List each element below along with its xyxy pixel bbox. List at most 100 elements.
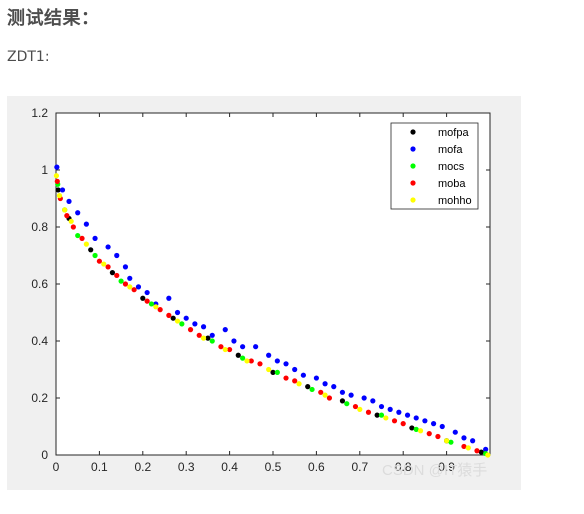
point-mocs (309, 386, 315, 393)
point-moba (70, 224, 76, 230)
point-mofa (222, 327, 228, 333)
data-points (53, 164, 491, 458)
point-mohho (53, 173, 60, 179)
x-tick-label: 0.6 (308, 460, 325, 474)
point-mofpa (478, 449, 484, 455)
point-mofa (339, 389, 346, 395)
point-mohho (465, 445, 471, 451)
legend-marker-moba (410, 180, 416, 186)
point-mofa (231, 338, 237, 344)
point-mofa (122, 264, 129, 270)
point-moba (122, 281, 129, 287)
point-mofpa (88, 247, 94, 253)
point-mofpa (305, 384, 311, 390)
page-heading: 测试结果： (7, 8, 100, 29)
point-mofa (404, 412, 411, 418)
point-moba (474, 448, 480, 454)
point-mofa (209, 332, 215, 338)
x-tick-label: 0.1 (91, 460, 108, 474)
point-mofa (253, 344, 259, 350)
point-mofa (470, 438, 476, 444)
point-moba (196, 332, 202, 338)
legend-marker-mocs (410, 163, 416, 169)
watermark: CSDN @IT猿手 (382, 462, 488, 479)
point-mofa (331, 384, 337, 390)
point-mofa (483, 446, 489, 452)
point-mofa (430, 421, 437, 427)
legend-label-mofpa: mofpa (438, 127, 469, 139)
point-moba (400, 421, 406, 427)
point-mohho (127, 284, 133, 290)
point-moba (461, 443, 467, 450)
point-mofa (396, 409, 402, 415)
problem-label: ZDT1: (7, 49, 50, 65)
point-moba (365, 409, 372, 415)
point-mofa (370, 398, 376, 404)
point-moba (131, 287, 137, 293)
point-mofa (66, 198, 72, 204)
x-tick-label: 0.4 (221, 460, 238, 474)
point-moba (144, 298, 150, 304)
point-mocs (75, 232, 81, 239)
y-tick-label: 0.6 (31, 277, 48, 291)
legend: mofpa mofa mocs moba mohho (390, 122, 479, 210)
point-moba (292, 378, 298, 384)
point-mohho (83, 241, 89, 247)
point-moba (96, 258, 102, 264)
legend-marker-mofa (410, 146, 416, 152)
point-mocs (92, 252, 98, 259)
x-tick-label: 0.2 (134, 460, 151, 474)
point-moba (114, 272, 120, 279)
point-mocs (448, 439, 454, 445)
x-tick-label: 0.7 (351, 460, 368, 474)
point-mohho (56, 193, 63, 199)
point-mofpa (170, 315, 176, 321)
y-tick-label: 0.4 (31, 334, 48, 348)
point-mofa (461, 435, 467, 441)
point-mofa (348, 392, 354, 398)
point-mofa (387, 406, 393, 412)
point-mofpa (140, 295, 146, 301)
point-mocs (209, 338, 215, 344)
legend-label-mocs: mocs (438, 161, 465, 173)
point-mohho (444, 438, 450, 444)
point-mohho (62, 207, 68, 213)
y-tick-label: 0 (41, 448, 48, 462)
legend-label-mohho: mohho (438, 195, 472, 207)
point-mofpa (339, 398, 346, 404)
x-tick-label: 0.9 (438, 460, 455, 474)
point-mohho (485, 452, 491, 458)
point-moba (227, 346, 233, 353)
point-mofa (144, 289, 150, 296)
point-mofa (313, 375, 319, 381)
point-mofpa (109, 270, 116, 276)
x-axis: 0 0.1 0.2 0.3 0.4 0.5 0.6 0.7 0.8 0.9 (53, 113, 455, 474)
point-mofa (266, 352, 272, 358)
point-mofa (361, 395, 367, 401)
point-mofa (439, 423, 445, 430)
point-mocs (148, 301, 155, 307)
point-moba (64, 213, 70, 219)
x-tick-label: 0.5 (265, 460, 282, 474)
point-mohho (266, 366, 272, 373)
x-tick-label: 0.8 (395, 460, 412, 474)
point-mofa (183, 315, 189, 321)
point-moba (435, 433, 441, 440)
point-mohho (200, 335, 207, 341)
point-moba (391, 418, 398, 424)
point-mohho (296, 381, 302, 387)
scatter-chart: 0 0.1 0.2 0.3 0.4 0.5 0.6 0.7 0.8 0.9 00.20.40.60… (31, 106, 491, 474)
point-mohho (383, 415, 389, 421)
point-moba (218, 344, 224, 350)
point-moba (426, 431, 432, 437)
point-mofa (174, 309, 181, 316)
legend-marker-mofpa (410, 129, 416, 135)
point-moba (105, 264, 111, 270)
point-mofa (92, 235, 98, 241)
point-mofpa (235, 352, 241, 358)
point-mohho (357, 406, 363, 412)
point-mofa (54, 164, 60, 170)
point-moba (248, 358, 254, 364)
point-moba (166, 312, 172, 318)
point-moba (352, 403, 359, 410)
